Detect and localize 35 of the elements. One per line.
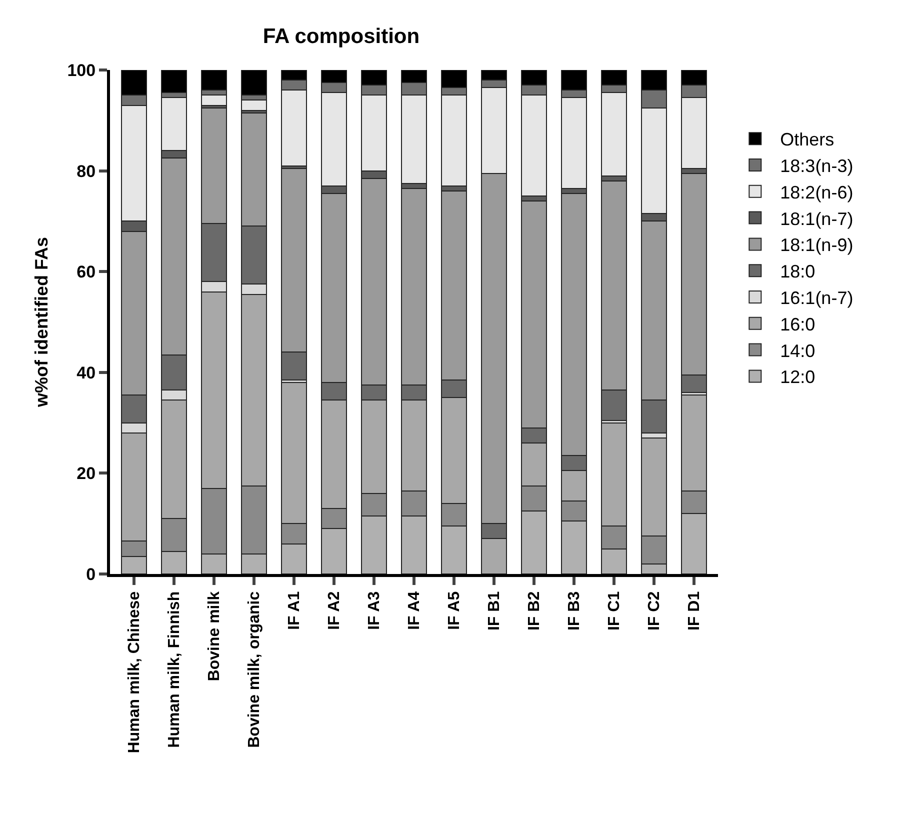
legend-label: 18:1(n-9) (780, 235, 854, 256)
legend-label: Others (780, 130, 834, 150)
y-tick-label: 20 (76, 464, 96, 484)
legend-label: 18:1(n-7) (780, 208, 854, 229)
y-tick-label: 100 (67, 60, 96, 80)
y-axis-title: w%of identified FAs (31, 236, 52, 408)
x-tick-label: Bovine milk, organic (246, 591, 264, 748)
legend-label: 12:0 (780, 367, 816, 388)
legend-label: 16:1(n-7) (780, 288, 854, 308)
y-tick-label: 0 (86, 564, 96, 584)
y-tick-label: 40 (76, 363, 96, 382)
legend-label: 18:3(n-3) (780, 156, 854, 176)
legend-label: 18:2(n-6) (780, 182, 854, 202)
legend-label: 14:0 (780, 340, 816, 361)
x-tick-label: IF C1 (606, 591, 624, 631)
bar (201, 94, 227, 106)
y-tick-label: 80 (76, 162, 96, 181)
x-tick-label: IF A4 (406, 591, 424, 630)
x-tick-label: IF B1 (486, 591, 504, 631)
x-tick-label: IF A3 (366, 591, 384, 630)
x-tick-label: IF A5 (446, 591, 464, 630)
x-tick-label: Human milk, Chinese (126, 591, 144, 754)
chart-title: FA composition (262, 25, 420, 48)
x-tick-label: IF A2 (326, 591, 344, 630)
x-tick-label: IF A1 (286, 591, 304, 630)
x-tick-label: IF B2 (526, 591, 544, 631)
x-tick-label: Bovine milk (206, 591, 224, 682)
x-tick-label: IF B3 (566, 591, 584, 631)
x-tick-label: Human milk, Finnish (166, 591, 184, 748)
y-tick-label: 60 (76, 262, 96, 282)
legend-label: 16:0 (780, 314, 816, 334)
bar (241, 100, 267, 111)
legend-label: 18:0 (780, 262, 816, 282)
x-tick-label: IF D1 (686, 591, 704, 631)
x-tick-label: IF C2 (646, 591, 664, 631)
